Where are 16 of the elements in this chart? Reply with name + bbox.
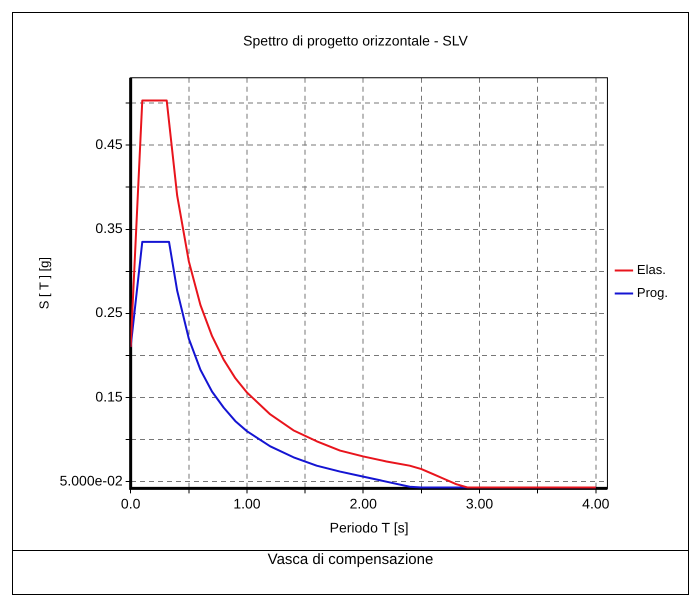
- y-tick-label: 0.25: [95, 304, 123, 320]
- x-tick-label: 1.00: [233, 496, 261, 512]
- y-tick-label: 0.45: [95, 136, 123, 152]
- text: Vasca di compensazione: [13, 550, 688, 595]
- x-tick-label: 4.00: [582, 496, 610, 512]
- y-tick-label: 5.000e-02: [60, 472, 123, 489]
- y-tick-label: 0.35: [95, 220, 123, 236]
- x-tick-label: 3.00: [466, 496, 494, 512]
- x-tick-label: 2.00: [350, 496, 378, 512]
- chart-title: Spettro di progetto orizzontale - SLV: [243, 32, 468, 48]
- x-tick-label: 0.0: [120, 496, 141, 512]
- y-tick-label: 0.15: [95, 388, 123, 404]
- y-axis-title: S [ T ] [g]: [36, 256, 52, 310]
- x-axis-title: Periodo T [s]: [330, 519, 408, 536]
- legend-label: Elas.: [636, 262, 666, 278]
- legend-label: Prog.: [636, 285, 668, 300]
